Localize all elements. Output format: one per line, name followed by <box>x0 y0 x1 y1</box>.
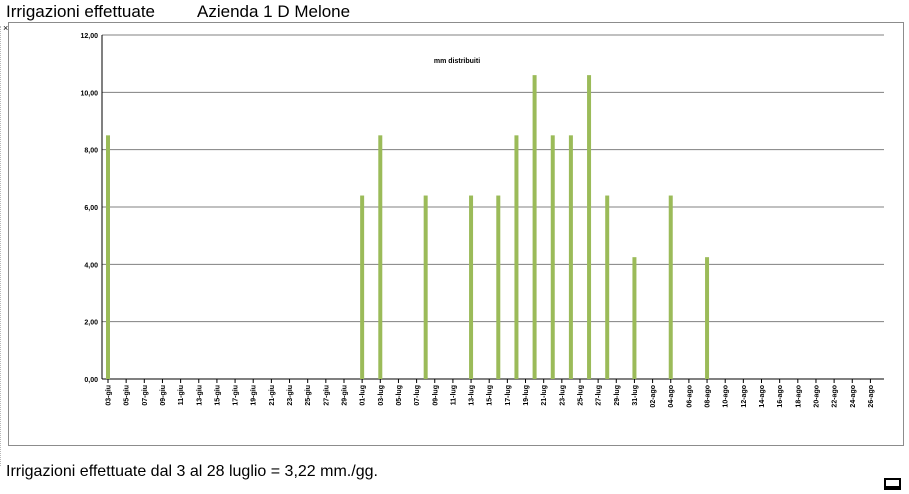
x-tick-label: 10-ago <box>723 385 730 408</box>
x-tick-label: 16-ago <box>777 385 784 408</box>
x-tick-label: 14-ago <box>759 385 766 408</box>
x-tick-label: 04-ago <box>668 385 675 408</box>
bar <box>668 195 673 379</box>
bar <box>568 135 573 379</box>
y-tick-label: 10,00 <box>80 90 98 97</box>
bar <box>378 135 383 379</box>
bar <box>423 195 428 379</box>
bar <box>632 257 637 379</box>
x-tick-label: 07-giu <box>142 385 149 406</box>
y-tick-label: 6,00 <box>84 205 98 212</box>
x-tick-label: 27-giu <box>323 385 330 406</box>
chart-title: mm distribuiti <box>434 58 480 65</box>
x-tick-label: 11-lug <box>450 385 457 405</box>
resize-handle-icon[interactable]: × <box>3 23 9 33</box>
x-tick-label: 21-giu <box>269 385 276 406</box>
x-tick-label: 23-lug <box>559 385 566 406</box>
summary-note: Irrigazioni effettuate dal 3 al 28 lugli… <box>6 463 378 480</box>
x-tick-label: 29-lug <box>614 385 621 406</box>
bar-chart: 0,00 2,00 4,00 6,00 8,00 10,00 12,00 03-giu 05-g… <box>80 33 884 408</box>
x-tick-label: 13-giu <box>196 385 203 406</box>
x-tick-label: 11-giu <box>178 385 185 405</box>
x-tick-label: 15-giu <box>214 385 221 406</box>
x-tick-label: 29-giu <box>341 385 348 406</box>
x-tick-label: 24-ago <box>850 385 857 408</box>
y-tick-label: 12,00 <box>80 33 98 40</box>
x-tick-label: 05-giu <box>124 385 131 406</box>
bar <box>106 135 110 379</box>
bar <box>587 75 592 379</box>
x-tick-label: 23-giu <box>287 385 294 406</box>
company-label: Azienda 1 D Melone <box>197 2 351 21</box>
x-tick-label: 05-lug <box>396 385 403 406</box>
x-tick-label: 13-lug <box>469 385 476 406</box>
window-restore-icon[interactable] <box>884 478 901 490</box>
bar <box>469 195 474 379</box>
page-title: Irrigazioni effettuate <box>6 2 155 21</box>
chart-frame: 0,00 2,00 4,00 6,00 8,00 10,00 12,00 03-giu 05-g… <box>8 22 904 446</box>
x-tick-label: 21-lug <box>541 385 548 406</box>
left-margin-rule <box>0 26 3 466</box>
x-tick-label: 17-giu <box>233 385 240 406</box>
x-tick-label: 25-giu <box>305 385 312 406</box>
x-tick-label: 03-giu <box>106 385 113 406</box>
bar <box>705 257 710 379</box>
bar <box>550 135 555 379</box>
x-tick-label: 15-lug <box>487 385 494 406</box>
x-tick-label: 22-ago <box>832 385 839 408</box>
y-tick-label: 4,00 <box>84 262 98 269</box>
x-tick-label: 25-lug <box>577 385 584 406</box>
y-tick-label: 2,00 <box>84 320 98 327</box>
x-tick-label: 19-lug <box>523 385 530 406</box>
x-tick-label: 18-ago <box>795 385 802 408</box>
x-tick-label: 31-lug <box>632 385 639 406</box>
y-tick-label: 8,00 <box>84 148 98 155</box>
x-tick-label: 07-lug <box>414 385 421 406</box>
x-tick-label: 26-ago <box>868 385 875 408</box>
x-tick-label: 19-giu <box>251 385 258 406</box>
bar <box>532 75 537 379</box>
x-tick-label: 12-ago <box>741 385 748 408</box>
bar <box>514 135 519 379</box>
x-tick-label: 08-ago <box>705 385 712 408</box>
x-tick-label: 03-lug <box>378 385 385 406</box>
y-tick-label: 0,00 <box>84 377 98 384</box>
bar <box>360 195 365 379</box>
bar <box>605 195 610 379</box>
x-tick-label: 09-lug <box>432 385 439 406</box>
x-tick-label: 02-ago <box>650 385 657 408</box>
x-tick-label: 17-lug <box>505 385 512 406</box>
x-tick-label: 09-giu <box>160 385 167 406</box>
x-tick-label: 27-lug <box>596 385 603 406</box>
x-tick-label: 20-ago <box>813 385 820 408</box>
x-tick-label: 01-lug <box>360 385 367 406</box>
x-tick-label: 06-ago <box>686 385 693 408</box>
bar <box>496 195 501 379</box>
